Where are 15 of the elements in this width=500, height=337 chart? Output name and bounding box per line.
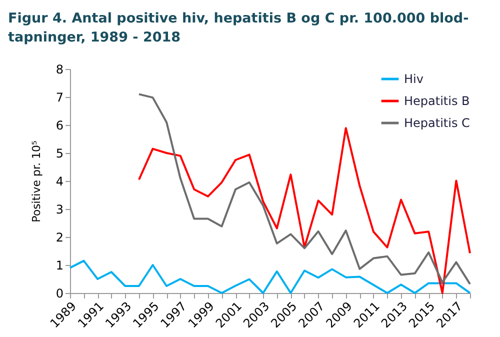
y-axis-title: Positive pr. 10⁵ <box>30 140 43 222</box>
y-tick-label: 7 <box>56 90 64 104</box>
y-tick-label: 1 <box>56 258 64 272</box>
y-tick-label: 6 <box>56 118 64 132</box>
y-tick-label: 2 <box>56 230 64 244</box>
chart-title: Figur 4. Antal positive hiv, hepatitis B og C pr. 100.000 blod- tapninger, 1989 - 2018 <box>8 10 469 46</box>
y-tick-label: 5 <box>56 146 64 160</box>
legend-label: Hepatitis C <box>404 116 470 130</box>
legend-label: Hiv <box>404 72 424 86</box>
y-tick-label: 3 <box>56 202 64 216</box>
legend-label: Hepatitis B <box>404 94 470 108</box>
y-tick-label: 4 <box>56 174 64 188</box>
y-tick-label: 8 <box>56 62 64 76</box>
y-tick-label: 0 <box>56 286 64 300</box>
line-series <box>138 93 471 286</box>
